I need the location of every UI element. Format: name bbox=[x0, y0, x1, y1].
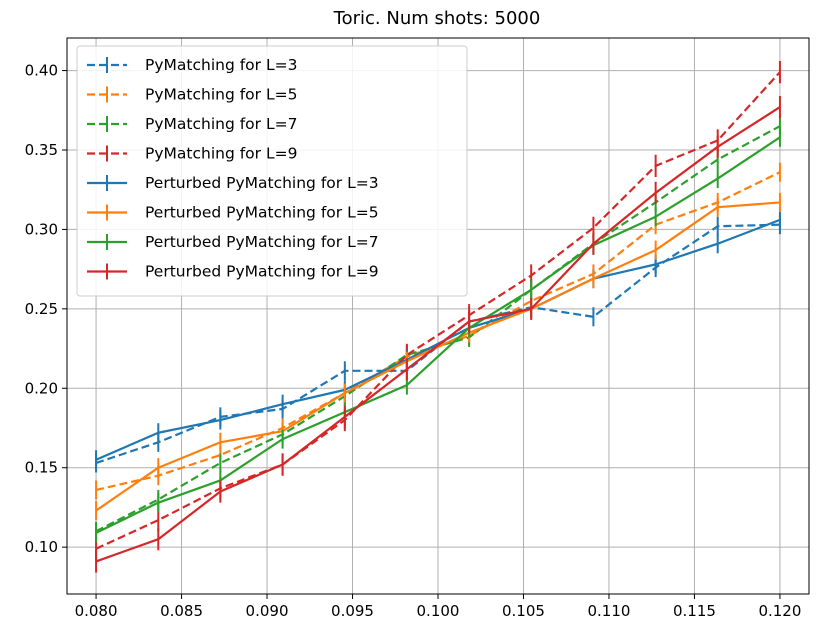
legend: PyMatching for L=3 PyMatching for L=5 PyMa… bbox=[76, 45, 468, 297]
legend-label: Perturbed PyMatching for L=9 bbox=[145, 263, 379, 281]
series-line bbox=[95, 201, 781, 512]
x-tick-label: 0.100 bbox=[417, 602, 460, 620]
legend-label: PyMatching for L=7 bbox=[145, 115, 297, 133]
legend-label: PyMatching for L=9 bbox=[145, 145, 297, 163]
axis-ticks: 0.080 0.085 0.090 0.095 0.100 0.105 0.110 0.115… bbox=[25, 62, 802, 620]
legend-entry: Perturbed PyMatching for L=7 bbox=[87, 233, 379, 251]
y-tick-label: 0.10 bbox=[25, 538, 58, 556]
x-tick-label: 0.110 bbox=[587, 602, 630, 620]
x-tick-label: 0.085 bbox=[160, 602, 203, 620]
series-line bbox=[95, 218, 781, 461]
legend-entry: PyMatching for L=7 bbox=[87, 115, 297, 133]
series-line bbox=[95, 136, 781, 534]
x-tick-label: 0.105 bbox=[502, 602, 545, 620]
legend-label: PyMatching for L=3 bbox=[145, 56, 297, 74]
legend-entry: Perturbed PyMatching for L=9 bbox=[87, 263, 379, 281]
x-tick-label: 0.095 bbox=[331, 602, 374, 620]
legend-label: PyMatching for L=5 bbox=[145, 86, 297, 104]
x-tick-label: 0.080 bbox=[75, 602, 118, 620]
x-tick-label: 0.115 bbox=[673, 602, 716, 620]
series-line bbox=[95, 106, 781, 563]
legend-entry: PyMatching for L=3 bbox=[87, 56, 297, 74]
legend-label: Perturbed PyMatching for L=3 bbox=[145, 174, 379, 192]
legend-entry: PyMatching for L=5 bbox=[87, 86, 297, 104]
x-tick-label: 0.090 bbox=[246, 602, 289, 620]
legend-label: Perturbed PyMatching for L=7 bbox=[145, 233, 379, 251]
y-tick-label: 0.15 bbox=[25, 459, 58, 477]
series-8 bbox=[95, 95, 781, 573]
legend-label: Perturbed PyMatching for L=5 bbox=[145, 204, 379, 222]
series-line bbox=[95, 71, 781, 550]
legend-entry: Perturbed PyMatching for L=3 bbox=[87, 174, 379, 192]
x-tick-label: 0.120 bbox=[758, 602, 801, 620]
y-tick-label: 0.40 bbox=[25, 62, 58, 80]
chart-title: Toric. Num shots: 5000 bbox=[333, 8, 541, 29]
legend-entry: Perturbed PyMatching for L=5 bbox=[87, 204, 379, 222]
y-tick-label: 0.25 bbox=[25, 300, 58, 318]
series-layer bbox=[95, 61, 781, 573]
y-tick-label: 0.35 bbox=[25, 141, 58, 159]
legend-box bbox=[76, 45, 468, 297]
y-tick-label: 0.20 bbox=[25, 379, 58, 397]
y-tick-label: 0.30 bbox=[25, 220, 58, 238]
legend-entry: PyMatching for L=9 bbox=[87, 145, 297, 163]
